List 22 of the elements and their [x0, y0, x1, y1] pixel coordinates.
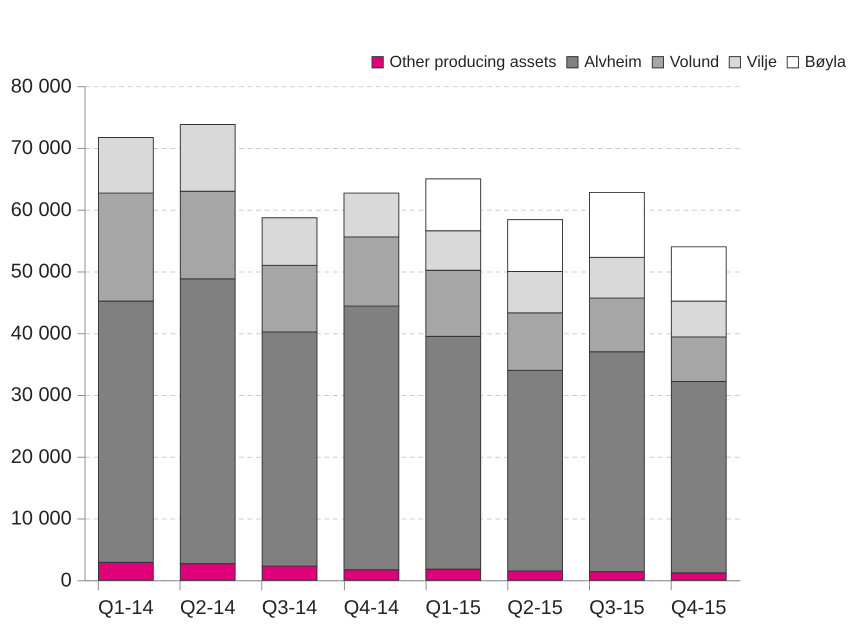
- legend-label: Vilje: [746, 53, 777, 71]
- y-tick-label: 40 000: [10, 322, 72, 344]
- x-tick-label: Q3-14: [262, 596, 318, 619]
- y-tick-label: 70 000: [10, 137, 72, 160]
- y-tick-label: 30 000: [10, 384, 72, 406]
- y-tick-label: 80 000: [10, 75, 72, 98]
- y-tick-label: 50 000: [10, 260, 72, 283]
- y-tick-label: 0: [60, 569, 72, 592]
- y-tick-label: 20 000: [10, 446, 72, 468]
- x-tick-label: Q2-15: [507, 596, 563, 619]
- x-tick-label: Q4-15: [671, 596, 726, 619]
- x-tick-label: Q1-14: [98, 596, 154, 619]
- legend-label: Volund: [670, 53, 720, 71]
- x-tick-label: Q3-15: [589, 596, 645, 619]
- x-tick-label: Q2-14: [180, 596, 236, 619]
- y-tick-label: 10 000: [10, 508, 72, 530]
- x-tick-label: Q4-14: [344, 596, 400, 619]
- x-tick-label: Q1-15: [426, 596, 481, 619]
- legend-label: Other producing assets: [390, 53, 556, 71]
- legend-label: Alvheim: [584, 53, 642, 71]
- y-tick-label: 60 000: [10, 198, 72, 221]
- legend-label: Bøyla: [804, 53, 846, 71]
